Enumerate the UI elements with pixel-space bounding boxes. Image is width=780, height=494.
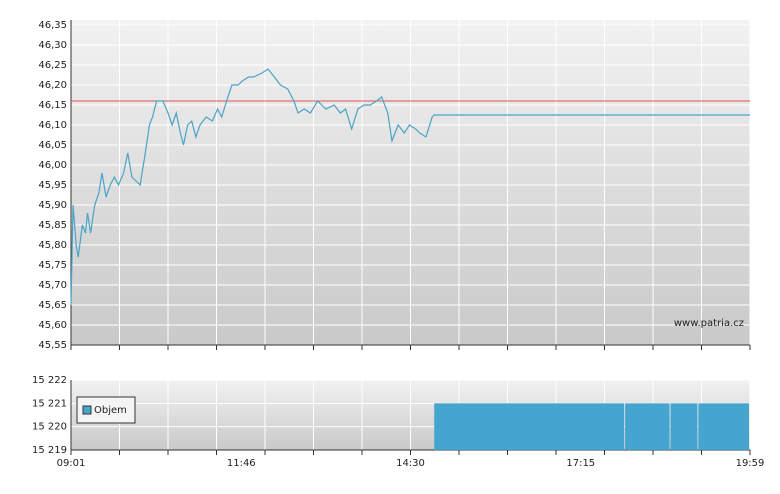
x-tick-label: 19:59: [736, 458, 765, 469]
y-tick-label: 46,00: [38, 160, 67, 171]
y-tick-label: 45,90: [38, 200, 67, 211]
y-tick-label: 45,55: [38, 340, 67, 351]
y-tick-label: 46,35: [38, 20, 67, 31]
y-tick-label: 15 220: [32, 422, 67, 433]
legend-label: Objem: [94, 405, 127, 416]
y-tick-label: 45,70: [38, 280, 67, 291]
y-tick-label: 46,10: [38, 120, 67, 131]
y-tick-label: 46,15: [38, 100, 67, 111]
x-tick-label: 11:46: [227, 458, 256, 469]
price-line: [70, 68, 750, 306]
y-tick-label: 45,65: [38, 300, 67, 311]
y-tick-label: 45,85: [38, 220, 67, 231]
y-tick-label: 45,95: [38, 180, 67, 191]
y-tick-label: 46,05: [38, 140, 67, 151]
y-tick-label: 15 219: [32, 445, 67, 456]
x-tick-label: 14:30: [396, 458, 425, 469]
y-tick-label: 45,60: [38, 320, 67, 331]
x-tick-label: 17:15: [566, 458, 595, 469]
y-tick-label: 15 221: [32, 398, 67, 409]
y-tick-label: 45,80: [38, 240, 67, 251]
volume-bar: [434, 403, 625, 450]
volume-bar: [698, 403, 749, 450]
x-tick-label: 09:01: [57, 458, 86, 469]
y-tick-label: 46,20: [38, 80, 67, 91]
y-tick-label: 15 222: [32, 375, 67, 386]
legend-swatch: [82, 405, 92, 415]
volume-bar: [670, 403, 698, 450]
y-tick-label: 46,25: [38, 60, 67, 71]
volume-bar: [625, 403, 670, 450]
y-tick-label: 45,75: [38, 260, 67, 271]
y-tick-label: 46,30: [38, 40, 67, 51]
watermark: www.patria.cz: [674, 318, 744, 329]
